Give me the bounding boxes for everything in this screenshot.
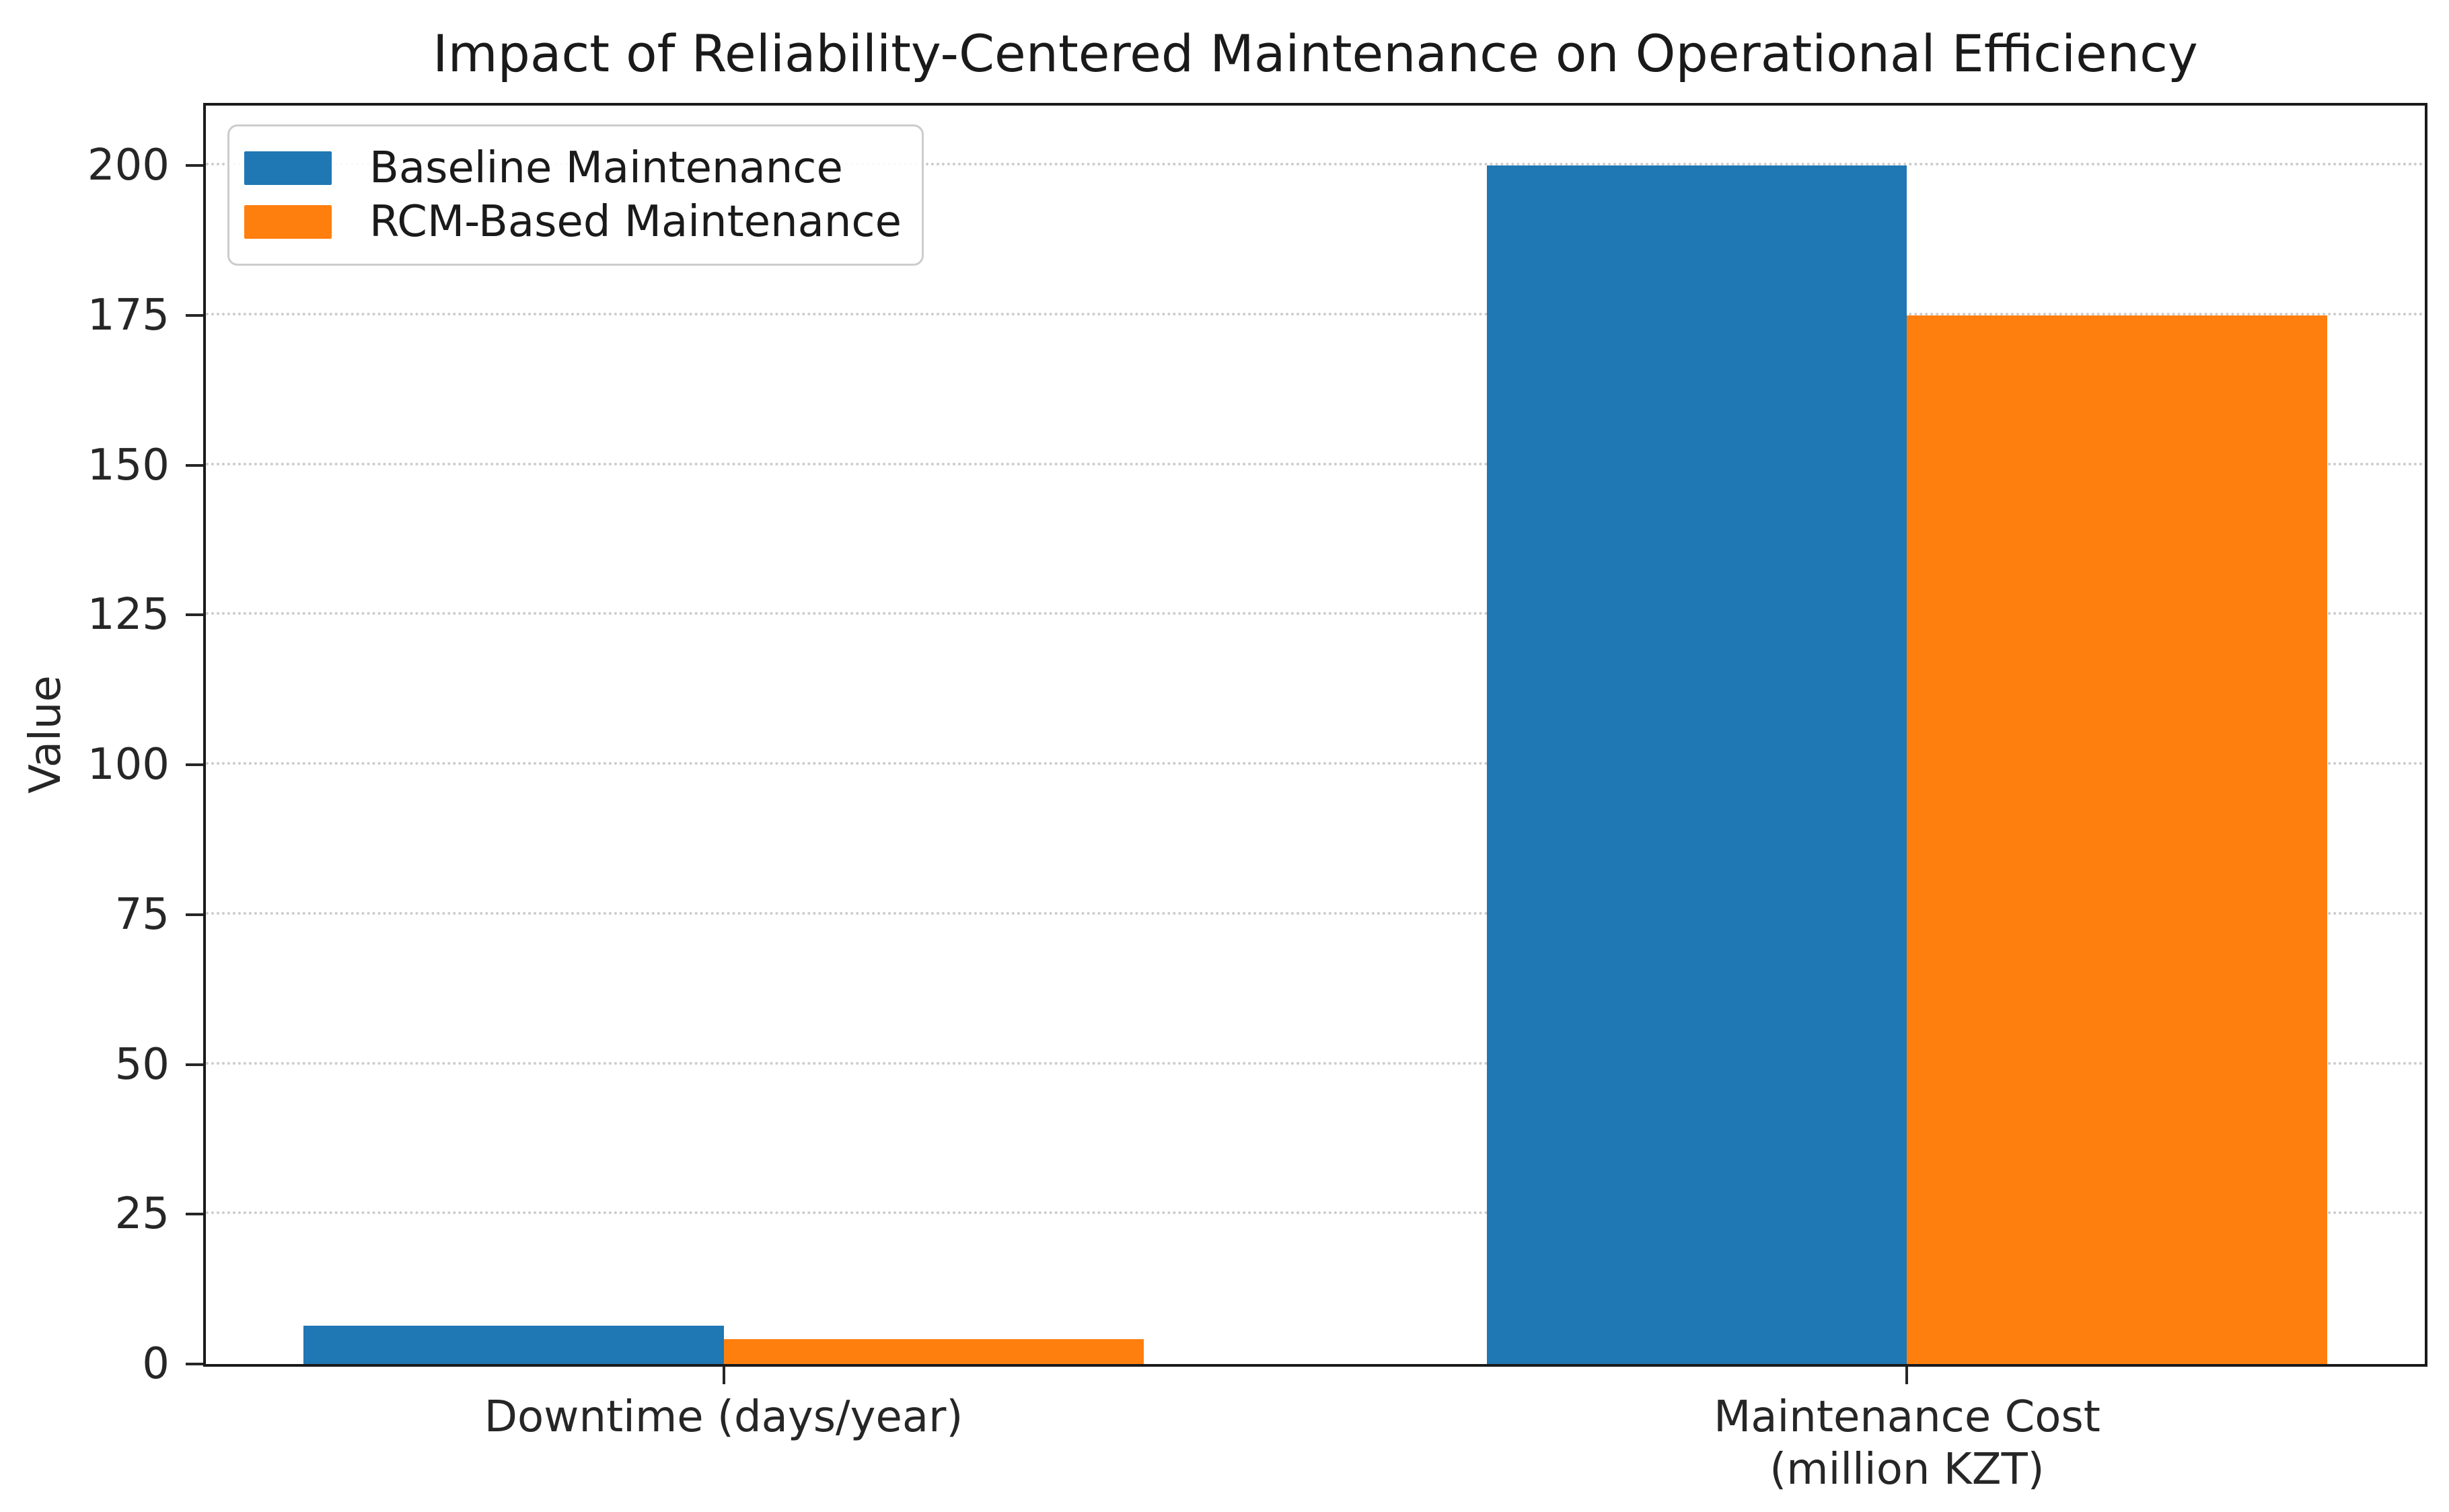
y-tick-mark [186,763,203,767]
plot-area [203,103,2427,1367]
y-tick-label: 150 [87,440,170,490]
y-tick-label: 200 [87,141,170,191]
legend-row-1: RCM-Based Maintenance [244,196,902,248]
gridline-y175 [206,312,2425,315]
y-tick-mark [186,1363,203,1365]
legend-row-0: Baseline Maintenance [244,143,902,194]
gridline-y100 [206,762,2425,765]
x-tick-mark [722,1367,725,1384]
y-tick-label: 0 [142,1339,170,1389]
x-tick-label: Downtime (days/year) [484,1392,963,1442]
bar-baseline-cat0 [303,1325,724,1364]
gridline-y75 [206,911,2425,915]
legend-label: RCM-Based Maintenance [369,197,902,247]
y-tick-mark [186,1213,203,1216]
y-tick-mark [186,313,203,317]
legend-label: Baseline Maintenance [369,143,843,193]
gridline-y50 [206,1061,2425,1065]
legend-swatch-baseline [244,151,332,185]
y-tick-mark [186,164,203,167]
x-tick-mark [1905,1367,1909,1384]
y-tick-label: 75 [114,889,170,940]
gridline-y125 [206,612,2425,615]
y-tick-label: 25 [114,1189,170,1240]
gridline-y150 [206,462,2425,465]
legend-swatch-rcm [244,205,332,239]
gridline-y25 [206,1211,2425,1215]
y-tick-label: 100 [87,740,170,790]
gridline-y200 [206,163,2425,166]
y-tick-mark [186,1063,203,1066]
y-tick-mark [186,463,203,467]
bar-rcm-cat0 [723,1338,1144,1364]
bar-baseline-cat1 [1487,165,1907,1364]
y-tick-mark [186,613,203,617]
legend: Baseline Maintenance RCM-Based Maintenanc… [227,124,924,266]
x-tick-label: Maintenance Cost (million KZT) [1714,1392,2100,1495]
chart-title: Impact of Reliability-Centered Maintenan… [433,24,2198,83]
y-tick-label: 175 [87,290,170,340]
y-tick-mark [186,913,203,916]
y-tick-label: 125 [87,590,170,640]
bar-rcm-cat1 [1907,315,2327,1364]
y-tick-label: 50 [114,1039,170,1090]
